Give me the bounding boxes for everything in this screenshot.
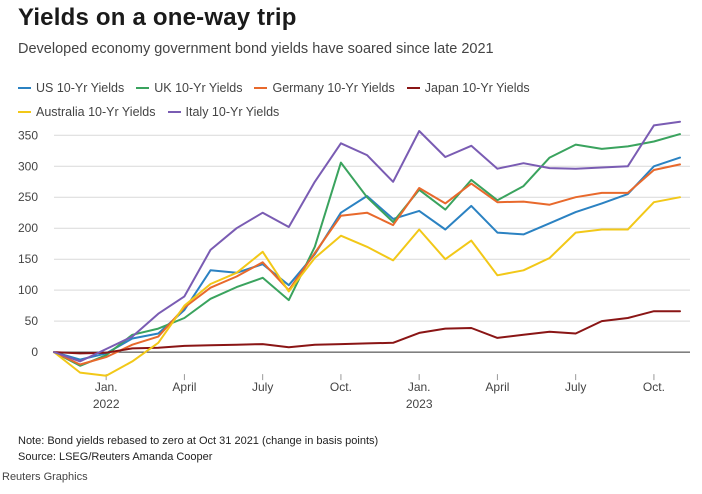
y-tick-label: 200 — [18, 221, 38, 235]
chart-subtitle: Developed economy government bond yields… — [18, 41, 494, 57]
x-tick-label: July — [565, 380, 586, 394]
legend-swatch — [254, 87, 268, 89]
x-tick-label: April — [172, 380, 196, 394]
y-tick-label: 300 — [18, 159, 38, 173]
x-year-label: 2022 — [93, 397, 120, 411]
legend-label: Germany 10-Yr Yields — [272, 81, 395, 95]
y-tick-label: 150 — [18, 252, 38, 266]
x-tick-label: April — [485, 380, 509, 394]
footnote: Note: Bond yields rebased to zero at Oct… — [18, 433, 378, 465]
chart-title: Yields on a one-way trip — [18, 4, 297, 31]
legend-swatch — [18, 111, 31, 113]
legend-swatch — [136, 87, 150, 89]
legend-item: Japan 10-Yr Yields — [406, 81, 530, 95]
line-chart: 0 50 100 150 200 250 300 350 Jan. 2022 April July Oc… — [18, 120, 690, 411]
y-tick-label: 350 — [18, 128, 38, 142]
x-tick-label: Oct. — [643, 380, 665, 394]
source-text: Source: LSEG/Reuters Amanda Cooper — [18, 451, 213, 463]
legend-label: Japan 10-Yr Yields — [424, 81, 530, 95]
x-tick-label: Oct. — [330, 380, 352, 394]
legend-label: Australia 10-Yr Yields — [36, 105, 156, 119]
y-tick-label: 0 — [31, 345, 38, 359]
series-line-japan-10-yr-yields — [53, 310, 681, 355]
x-tick-label: July — [252, 380, 273, 394]
legend-label: UK 10-Yr Yields — [154, 81, 243, 95]
legend-label: Italy 10-Yr Yields — [185, 105, 280, 119]
legend-item: Australia 10-Yr Yields — [18, 105, 156, 119]
legend: US 10-Yr Yields UK 10-Yr Yields Germany 10… — [18, 78, 678, 126]
legend-item: Germany 10-Yr Yields — [254, 81, 395, 95]
x-tick-label: Jan. — [408, 380, 431, 394]
y-tick-label: 250 — [18, 190, 38, 204]
y-tick-label: 50 — [25, 314, 39, 328]
note-text: Note: Bond yields rebased to zero at Oct… — [18, 435, 379, 447]
legend-item: Italy 10-Yr Yields — [167, 105, 280, 119]
legend-swatch — [18, 87, 31, 89]
y-tick-label: 100 — [18, 283, 38, 297]
series-line-italy-10-yr-yields — [53, 120, 681, 363]
x-year-label: 2023 — [406, 397, 433, 411]
legend-item: US 10-Yr Yields — [18, 81, 124, 95]
series-line-australia-10-yr-yields — [53, 196, 681, 377]
legend-swatch — [406, 87, 420, 89]
x-tick-label: Jan. — [95, 380, 118, 394]
credit-text: Reuters Graphics — [2, 471, 88, 483]
series-line-germany-10-yr-yields — [53, 163, 681, 366]
legend-swatch — [167, 111, 181, 113]
legend-item: UK 10-Yr Yields — [136, 81, 242, 95]
legend-label: US 10-Yr Yields — [36, 81, 125, 95]
series-line-uk-10-yr-yields — [53, 133, 681, 367]
